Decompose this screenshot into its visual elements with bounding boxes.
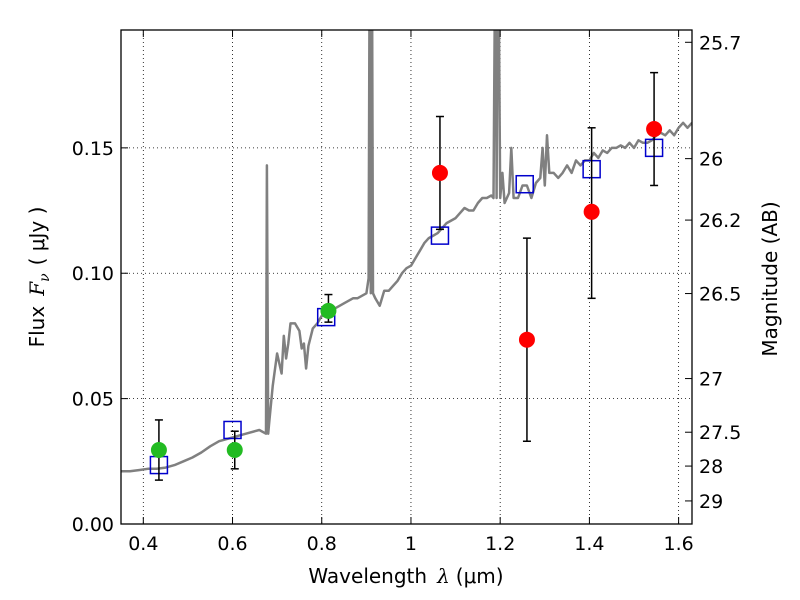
magnitude-tick-label: 26.2: [699, 210, 741, 232]
x-tick-label: 1: [405, 533, 417, 555]
magnitude-axis: 25.7 26 26.2 26.5 27 27.5 28 29: [685, 32, 741, 513]
magnitude-tick-label: 27: [699, 369, 723, 391]
x-tick-label: 0.4: [128, 533, 158, 555]
plot-frame: [120, 29, 693, 525]
y-tick-label: 0.10: [72, 263, 114, 285]
nir-point: [583, 203, 600, 220]
x-tick-label: 0.6: [217, 533, 247, 555]
optical-point: [150, 442, 167, 459]
x-tick-label: 1.2: [485, 533, 515, 555]
magnitude-axis-label: Magnitude (AB): [758, 201, 782, 356]
y-axis: 0.00 0.05 0.10 0.15: [72, 138, 128, 536]
x-tick-label: 1.6: [664, 533, 694, 555]
magnitude-tick-label: 28: [699, 456, 723, 478]
y-axis-label: FluxFν( μJy ): [25, 207, 53, 348]
magnitude-tick-label: 26: [699, 149, 723, 171]
y-tick-label: 0.05: [72, 389, 114, 411]
optical-point: [320, 302, 337, 319]
y-tick-label: 0.15: [72, 138, 114, 160]
nir-point: [646, 121, 663, 138]
x-tick-label: 0.8: [307, 533, 337, 555]
nir-point: [518, 331, 535, 348]
spectrum-line: [121, 30, 692, 473]
magnitude-tick-label: 27.5: [699, 422, 741, 444]
y-tick-label: 0.00: [72, 514, 114, 536]
optical-point: [226, 442, 243, 459]
magnitude-tick-label: 25.7: [699, 32, 741, 54]
nir-point: [431, 164, 448, 181]
x-axis: 0.4 0.6 0.8 1 1.2 1.4 1.6: [128, 30, 694, 555]
magnitude-tick-label: 29: [699, 491, 723, 513]
model-photometry-square: [223, 420, 242, 440]
x-axis-label: Wavelength λ (μm): [308, 564, 503, 588]
series-layer: [121, 30, 692, 481]
x-tick-label: 1.4: [574, 533, 604, 555]
magnitude-tick-label: 26.5: [699, 284, 741, 306]
model-photometry-square: [515, 174, 534, 194]
